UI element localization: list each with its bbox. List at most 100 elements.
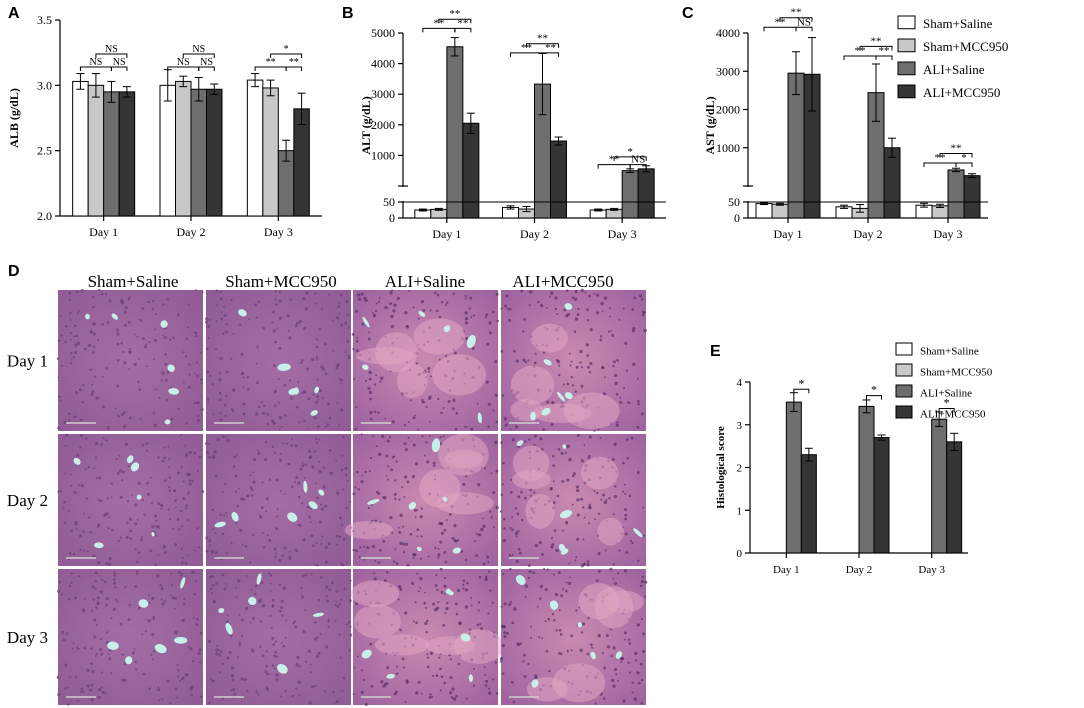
nucleus-dot (266, 422, 270, 426)
nucleus-dot (587, 365, 590, 369)
nucleus-dot (274, 451, 277, 454)
nucleus-dot (563, 383, 566, 386)
nucleus-dot (187, 519, 190, 522)
vessel-lumen (386, 673, 395, 679)
nucleus-dot (315, 400, 319, 404)
nucleus-dot (304, 660, 307, 663)
y-tick-label: 4000 (716, 26, 740, 40)
nucleus-dot (108, 649, 111, 652)
necrotic-area (438, 433, 489, 476)
nucleus-dot (112, 607, 117, 612)
nucleus-dot (629, 539, 633, 543)
nucleus-dot (218, 670, 222, 674)
nucleus-dot (305, 291, 309, 295)
nucleus-dot (318, 460, 321, 463)
nucleus-dot (349, 501, 352, 503)
nucleus-dot (597, 551, 601, 556)
significance-label: NS (113, 57, 126, 68)
nucleus-dot (404, 475, 408, 479)
nucleus-dot (393, 692, 397, 696)
nucleus-dot (161, 459, 165, 463)
nucleus-dot (238, 613, 241, 616)
nucleus-dot (219, 392, 222, 395)
necrotic-area (432, 354, 486, 396)
nucleus-dot (449, 676, 453, 680)
nucleus-dot (502, 572, 505, 576)
nucleus-dot (377, 561, 381, 565)
nucleus-dot (607, 330, 611, 333)
nucleus-dot (345, 506, 349, 510)
nucleus-dot (64, 687, 67, 690)
nucleus-dot (360, 433, 363, 436)
nucleus-dot (119, 495, 123, 500)
nucleus-dot (438, 521, 442, 525)
nucleus-dot (300, 595, 304, 599)
nucleus-dot (450, 696, 454, 699)
nucleus-dot (499, 657, 504, 661)
significance-label: NS (105, 44, 118, 55)
nucleus-dot (341, 454, 344, 457)
nucleus-dot (271, 321, 274, 324)
nucleus-dot (496, 319, 499, 323)
nucleus-dot (488, 321, 492, 325)
nucleus-dot (93, 345, 96, 348)
nucleus-dot (472, 684, 476, 688)
necrotic-area (350, 580, 400, 607)
nucleus-dot (619, 396, 622, 399)
nucleus-dot (557, 448, 561, 451)
nucleus-dot (141, 536, 144, 539)
nucleus-dot (82, 512, 85, 515)
nucleus-dot (596, 293, 600, 297)
nucleus-dot (90, 662, 94, 666)
nucleus-dot (333, 702, 336, 704)
histology-image (56, 569, 203, 706)
vessel-lumen (590, 651, 596, 660)
nucleus-dot (623, 569, 628, 573)
nucleus-dot (489, 510, 492, 513)
nucleus-dot (325, 645, 329, 649)
nucleus-dot (240, 634, 244, 638)
nucleus-dot (90, 609, 94, 612)
nucleus-dot (68, 551, 72, 555)
nucleus-dot (432, 602, 436, 606)
nucleus-dot (583, 444, 586, 446)
nucleus-dot (74, 391, 79, 395)
nucleus-dot (552, 480, 555, 483)
nucleus-dot (440, 411, 443, 415)
nucleus-dot (210, 549, 215, 554)
bar-ali-saline-2 (858, 405, 875, 554)
nucleus-dot (91, 383, 94, 386)
bar-sham-saline-2 (159, 84, 176, 217)
nucleus-dot (582, 538, 585, 541)
nucleus-dot (453, 539, 457, 543)
nucleus-dot (144, 630, 147, 633)
nucleus-dot (479, 623, 482, 626)
nucleus-dot (91, 669, 95, 674)
nucleus-dot (580, 366, 583, 369)
nucleus-dot (397, 585, 402, 589)
nucleus-dot (525, 360, 528, 364)
significance-label: * (961, 152, 967, 164)
nucleus-dot (539, 303, 544, 308)
nucleus-dot (373, 572, 376, 574)
nucleus-dot (258, 514, 262, 517)
nucleus-dot (315, 338, 318, 341)
nucleus-dot (90, 683, 94, 687)
nucleus-dot (255, 690, 258, 694)
nucleus-dot (595, 579, 599, 582)
nucleus-dot (238, 643, 242, 647)
nucleus-dot (235, 453, 239, 456)
nucleus-dot (576, 513, 580, 517)
nucleus-dot (464, 558, 467, 562)
panel-label-d: D (8, 263, 20, 280)
nucleus-dot (508, 554, 512, 557)
nucleus-dot (295, 687, 298, 690)
nucleus-dot (136, 560, 139, 564)
nucleus-dot (372, 314, 376, 318)
nucleus-dot (364, 379, 368, 383)
nucleus-dot (124, 586, 127, 589)
vessel-lumen (154, 644, 167, 654)
nucleus-dot (639, 584, 643, 588)
nucleus-dot (358, 556, 361, 559)
nucleus-dot (219, 297, 223, 301)
